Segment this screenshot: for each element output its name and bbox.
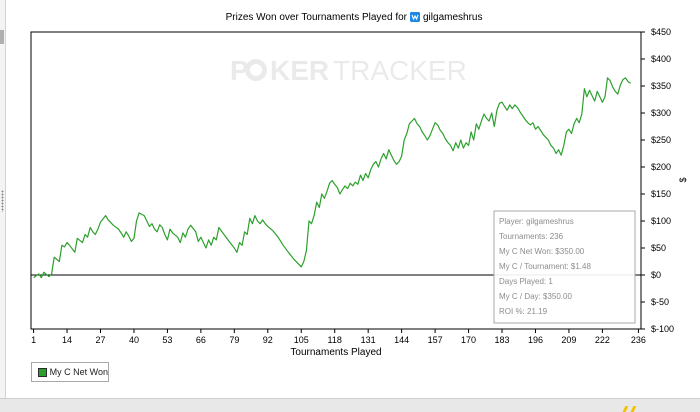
legend-swatch xyxy=(38,367,47,377)
x-tick-label: 170 xyxy=(461,335,476,345)
player-name: gilgameshrus xyxy=(423,12,482,23)
resize-grip-icon[interactable] xyxy=(622,404,642,412)
x-tick-label: 53 xyxy=(162,335,172,345)
pokertracker-watermark: P KER TRACKER xyxy=(230,55,467,86)
x-tick-label: 131 xyxy=(361,335,376,345)
splitter-grip-icon[interactable] xyxy=(1,190,4,212)
y-tick-label: $450 xyxy=(651,27,671,37)
tooltip-line: Player: gilgameshrus xyxy=(499,217,574,226)
y-axis-label: $ xyxy=(678,177,688,182)
svg-text:TRACKER: TRACKER xyxy=(333,55,467,86)
tooltip-line: Tournaments: 236 xyxy=(499,232,564,241)
tooltip-line: My C Net Won: $350.00 xyxy=(499,247,585,256)
x-tick-label: 40 xyxy=(129,335,139,345)
svg-text:KER: KER xyxy=(270,55,329,86)
y-tick-label: $100 xyxy=(651,216,671,226)
x-tick-label: 196 xyxy=(528,335,543,345)
x-axis-label: Tournaments Played xyxy=(290,347,381,358)
legend-label: My C Net Won xyxy=(49,367,108,377)
tooltip-line: My C / Day: $350.00 xyxy=(499,292,572,301)
tooltip-line: Days Played: 1 xyxy=(499,277,553,286)
site-logo-icon xyxy=(410,12,420,22)
y-tick-label: $-50 xyxy=(651,297,669,307)
tooltip-line: My C / Tournament: $1.48 xyxy=(499,262,591,271)
window-bottom-bar xyxy=(0,398,700,412)
window-left-edge xyxy=(0,0,6,398)
x-tick-label: 79 xyxy=(229,335,239,345)
stats-tooltip: Player: gilgameshrus Tournaments: 236 My C… xyxy=(493,210,636,324)
line-chart: P KER TRACKER Prizes Won over Tournament… xyxy=(30,12,688,358)
x-tick-label: 1 xyxy=(31,335,36,345)
plot-area xyxy=(30,31,642,330)
y-tick-label: $350 xyxy=(651,81,671,91)
x-tick-label: 157 xyxy=(428,335,443,345)
x-tick-label: 144 xyxy=(394,335,409,345)
x-tick-label: 209 xyxy=(561,335,576,345)
y-tick-label: $400 xyxy=(651,54,671,64)
chart-title: Prizes Won over Tournaments Played for g… xyxy=(226,12,482,23)
y-tick-label: $250 xyxy=(651,135,671,145)
x-tick-label: 27 xyxy=(95,335,105,345)
y-tick-label: $50 xyxy=(651,243,666,253)
legend[interactable]: My C Net Won xyxy=(31,362,109,382)
y-tick-label: $-100 xyxy=(651,324,674,334)
y-tick-label: $200 xyxy=(651,162,671,172)
x-tick-label: 236 xyxy=(631,335,646,345)
x-tick-label: 92 xyxy=(263,335,273,345)
y-tick-label: $0 xyxy=(651,270,661,280)
x-tick-label: 105 xyxy=(294,335,309,345)
y-axis: $-100 $-50 $0 $50 $100 $150 $200 $250 $300 $350 $4… xyxy=(641,27,674,334)
chart-title-text: Prizes Won over Tournaments Played for xyxy=(226,12,408,23)
left-edge-tab xyxy=(0,30,4,44)
tooltip-line: ROI %: 21.19 xyxy=(499,307,548,316)
y-tick-label: $300 xyxy=(651,108,671,118)
series-line-my-c-net-won xyxy=(33,77,632,279)
x-tick-label: 66 xyxy=(196,335,206,345)
x-tick-label: 118 xyxy=(328,335,342,345)
x-tick-label: 183 xyxy=(494,335,509,345)
x-tick-label: 222 xyxy=(595,335,610,345)
x-axis: 1 14 27 40 53 66 79 92 105 118 131 144 157 170 183 196 2… xyxy=(31,329,646,345)
y-tick-label: $150 xyxy=(651,189,671,199)
x-tick-label: 14 xyxy=(62,335,72,345)
svg-text:P: P xyxy=(230,55,249,86)
